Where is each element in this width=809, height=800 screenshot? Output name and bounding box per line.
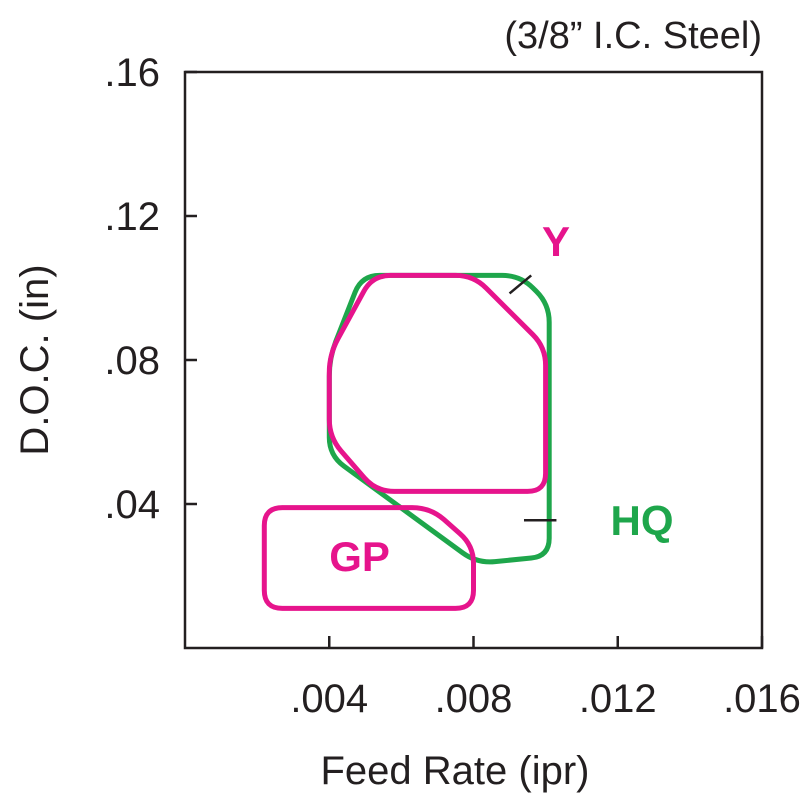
regions	[261, 272, 552, 611]
y-tick-label: .08	[104, 339, 160, 383]
annotations: Y HQ GP	[329, 218, 673, 580]
y-tick-label: .16	[104, 51, 160, 95]
x-tick-label: .016	[723, 677, 801, 721]
chart-title: (3/8” I.C. Steel)	[504, 15, 762, 57]
leader-line-y	[508, 274, 532, 295]
y-tick-label: .12	[104, 195, 160, 239]
y-axis: .04 .08 .12 .16	[104, 51, 197, 527]
x-axis-title: Feed Rate (ipr)	[321, 749, 590, 793]
region-label-y: Y	[542, 218, 570, 265]
x-axis: .004 .008 .012 .016	[290, 636, 801, 721]
region-label-gp: GP	[329, 533, 390, 580]
region-y	[326, 272, 549, 494]
x-tick-label: .008	[435, 677, 513, 721]
x-tick-label: .004	[290, 677, 368, 721]
y-tick-label: .04	[104, 483, 160, 527]
region-label-hq: HQ	[611, 497, 674, 544]
x-tick-label: .012	[579, 677, 657, 721]
region-hq	[326, 272, 552, 565]
y-axis-title: D.O.C. (in)	[13, 264, 57, 455]
region-gp	[261, 505, 476, 611]
